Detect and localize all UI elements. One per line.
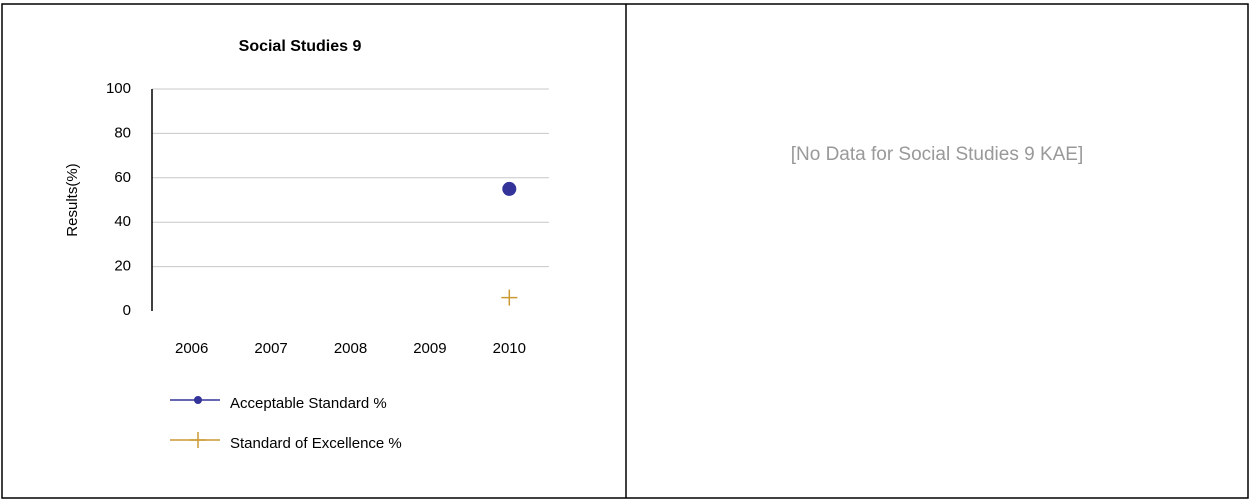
x-tick-label: 2008 (334, 340, 367, 357)
data-point (501, 289, 518, 306)
y-tick-label: 20 (114, 258, 131, 275)
no-data-message: [No Data for Social Studies 9 KAE] (791, 144, 1084, 165)
legend-marker (190, 432, 206, 448)
x-tick-label: 2007 (254, 340, 287, 357)
legend-label: Standard of Excellence % (230, 435, 402, 452)
x-tick-label: 2009 (413, 340, 446, 357)
y-tick-label: 100 (106, 80, 131, 97)
y-tick-label: 40 (114, 213, 131, 230)
table-border (1, 3, 1249, 499)
y-axis-label: Results(%) (64, 163, 81, 236)
x-tick-label: 2010 (493, 340, 526, 357)
x-tick-label: 2006 (175, 340, 208, 357)
chart-title: Social Studies 9 (239, 38, 362, 55)
legend-marker (194, 396, 202, 404)
y-tick-label: 0 (123, 302, 131, 319)
legend-label: Acceptable Standard % (230, 395, 387, 412)
y-tick-label: 60 (114, 169, 131, 186)
y-tick-label: 80 (114, 124, 131, 141)
data-point (502, 181, 517, 196)
